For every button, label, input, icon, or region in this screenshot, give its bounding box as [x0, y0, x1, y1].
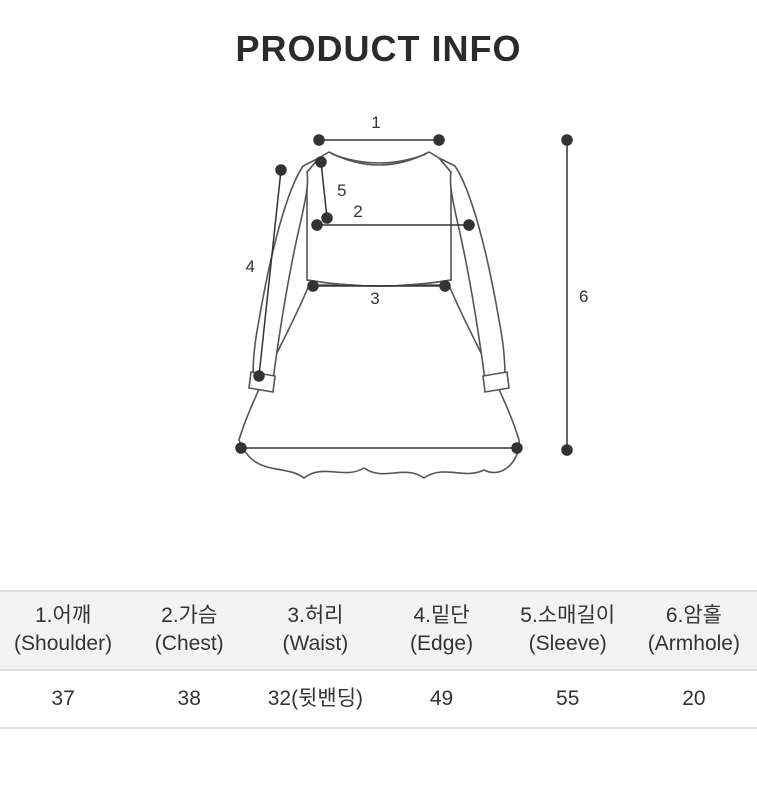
table-cell: 55	[505, 670, 631, 728]
measurements-table: 1.어깨(Shoulder)2.가슴(Chest)3.허리(Waist)4.밑단…	[0, 590, 757, 729]
col-label-eng: (Sleeve)	[509, 630, 627, 658]
diagram-label-2: 2	[353, 202, 362, 221]
col-label-kor: 5.소매길이	[509, 602, 627, 630]
table-col-header: 5.소매길이(Sleeve)	[505, 591, 631, 670]
col-label-eng: (Chest)	[130, 630, 248, 658]
table-cell: 49	[378, 670, 504, 728]
table-col-header: 3.허리(Waist)	[252, 591, 378, 670]
measurements-table-wrap: 1.어깨(Shoulder)2.가슴(Chest)3.허리(Waist)4.밑단…	[0, 590, 757, 729]
table-cell: 37	[0, 670, 126, 728]
table-col-header: 1.어깨(Shoulder)	[0, 591, 126, 670]
table-value-row: 373832(뒷밴딩)495520	[0, 670, 757, 728]
col-label-kor: 2.가슴	[130, 602, 248, 630]
table-col-header: 4.밑단(Edge)	[378, 591, 504, 670]
diagram-label-4: 4	[245, 257, 254, 276]
col-label-kor: 1.어깨	[4, 602, 122, 630]
col-label-kor: 6.암홀	[635, 602, 753, 630]
diagram-container: 1 2 3 4 5 6	[0, 80, 757, 510]
diagram-label-6: 6	[579, 287, 588, 306]
col-label-eng: (Waist)	[256, 630, 374, 658]
col-label-eng: (Edge)	[382, 630, 500, 658]
table-col-header: 2.가슴(Chest)	[126, 591, 252, 670]
dress-diagram: 1 2 3 4 5 6	[169, 80, 589, 510]
col-label-kor: 3.허리	[256, 602, 374, 630]
table-cell: 20	[631, 670, 757, 728]
col-label-eng: (Shoulder)	[4, 630, 122, 658]
diagram-label-1: 1	[371, 113, 380, 132]
table-col-header: 6.암홀(Armhole)	[631, 591, 757, 670]
table-cell: 38	[126, 670, 252, 728]
table-cell: 32(뒷밴딩)	[252, 670, 378, 728]
table-header-row: 1.어깨(Shoulder)2.가슴(Chest)3.허리(Waist)4.밑단…	[0, 591, 757, 670]
diagram-label-3: 3	[370, 289, 379, 308]
diagram-label-5: 5	[337, 181, 346, 200]
col-label-kor: 4.밑단	[382, 602, 500, 630]
col-label-eng: (Armhole)	[635, 630, 753, 658]
page-title: PRODUCT INFO	[0, 28, 757, 70]
